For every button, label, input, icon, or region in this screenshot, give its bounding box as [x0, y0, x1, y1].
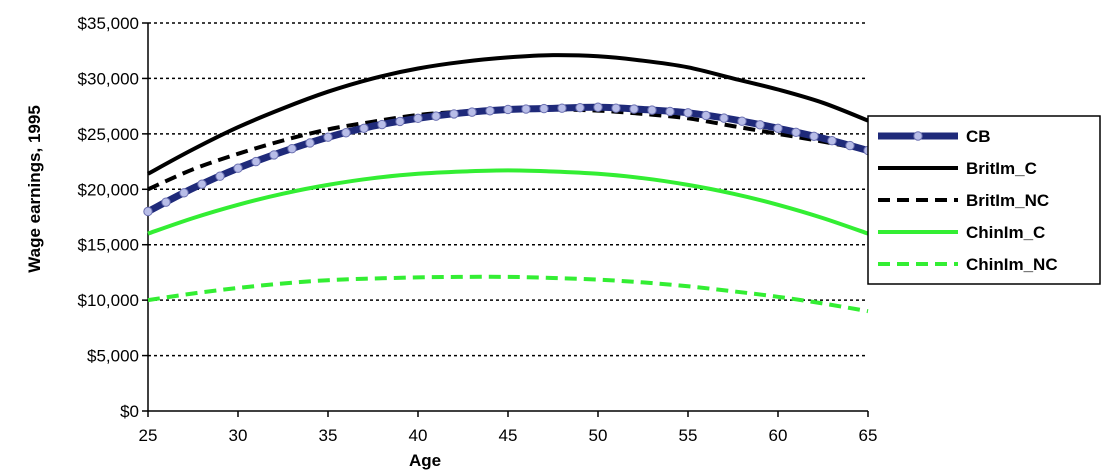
data-point-cb	[521, 104, 531, 114]
data-point-cb	[827, 136, 837, 146]
data-point-cb	[737, 116, 747, 126]
y-tick-label: $15,000	[78, 236, 139, 255]
data-point-cb	[161, 197, 171, 207]
data-point-cb	[593, 102, 603, 112]
series-line-chinim-nc	[147, 274, 869, 314]
legend-item-britim-c: BritIm_C	[878, 159, 1037, 178]
tick-labels: $0 $5,000 $10,000 $15,000 $20,000 $25,000 $30,…	[78, 14, 878, 445]
data-point-cb	[683, 108, 693, 118]
y-tick-label: $25,000	[78, 125, 139, 144]
data-point-cb	[701, 110, 711, 121]
x-tick-label: 50	[589, 426, 608, 445]
series-chinim-c	[147, 168, 869, 236]
data-point-cb	[431, 111, 441, 121]
data-point-cb	[305, 138, 315, 148]
y-tick-label: $5,000	[87, 347, 139, 366]
legend-item-chinim-c: ChinIm_C	[878, 223, 1045, 242]
legend-marker	[913, 131, 923, 141]
legend-item-chinim-nc: ChinIm_NC	[878, 255, 1058, 274]
series-line-chinim-c	[147, 168, 869, 236]
axes	[142, 22, 869, 417]
data-point-cb	[485, 106, 495, 116]
data-point-cb	[773, 123, 783, 134]
data-point-cb	[629, 104, 639, 114]
data-point-cb	[143, 206, 153, 217]
data-point-cb	[341, 128, 351, 138]
gridlines	[148, 22, 868, 357]
data-point-cb	[287, 144, 297, 154]
data-point-cb	[413, 113, 423, 124]
data-point-cb	[665, 106, 675, 117]
y-tick-label: $20,000	[78, 180, 139, 199]
data-point-cb	[845, 140, 855, 151]
data-point-cb	[809, 131, 819, 141]
x-tick-label: 25	[139, 426, 158, 445]
legend: CB BritIm_C BritIm_NC ChinIm_C ChinIm_NC	[867, 115, 1101, 285]
x-axis-title: Age	[409, 451, 441, 470]
legend-item-britim-nc: BritIm_NC	[878, 191, 1049, 210]
legend-label: ChinIm_NC	[966, 255, 1058, 274]
data-point-cb	[557, 103, 567, 113]
legend-label: CB	[966, 127, 991, 146]
data-point-cb	[233, 163, 243, 173]
data-point-cb	[197, 179, 207, 189]
data-point-cb	[323, 132, 333, 142]
data-point-cb	[791, 127, 801, 138]
data-point-cb	[269, 150, 279, 160]
series-britim-c	[147, 53, 869, 176]
x-tick-label: 60	[769, 426, 788, 445]
data-point-cb	[755, 120, 765, 130]
data-point-cb	[575, 102, 585, 113]
data-point-cb	[377, 119, 387, 130]
data-point-cb	[611, 103, 621, 113]
x-tick-label: 55	[679, 426, 698, 445]
y-tick-label: $35,000	[78, 14, 139, 33]
data-point-cb	[251, 156, 261, 167]
y-tick-label: $10,000	[78, 291, 139, 310]
y-tick-label: $30,000	[78, 69, 139, 88]
x-tick-label: 35	[319, 426, 338, 445]
y-tick-label: $0	[120, 402, 139, 421]
data-point-cb	[359, 123, 369, 134]
data-point-cb	[503, 104, 513, 115]
legend-item-cb: CB	[878, 127, 991, 146]
y-axis-title: Wage earnings, 1995	[25, 105, 44, 273]
legend-label: ChinIm_C	[966, 223, 1045, 242]
series-layer	[143, 53, 873, 314]
series-line-britim-c	[147, 53, 869, 176]
data-point-cb	[467, 107, 477, 117]
data-point-cb	[449, 109, 459, 119]
x-tick-label: 30	[229, 426, 248, 445]
data-point-cb	[719, 113, 729, 123]
x-tick-label: 45	[499, 426, 518, 445]
x-tick-label: 40	[409, 426, 428, 445]
data-point-cb	[539, 103, 549, 114]
data-point-cb	[179, 188, 189, 198]
data-point-cb	[647, 105, 657, 115]
legend-label: BritIm_NC	[966, 191, 1049, 210]
legend-label: BritIm_C	[966, 159, 1037, 178]
x-tick-label: 65	[859, 426, 878, 445]
series-chinim-nc	[147, 274, 869, 314]
data-point-cb	[215, 171, 225, 181]
data-point-cb	[395, 116, 405, 127]
